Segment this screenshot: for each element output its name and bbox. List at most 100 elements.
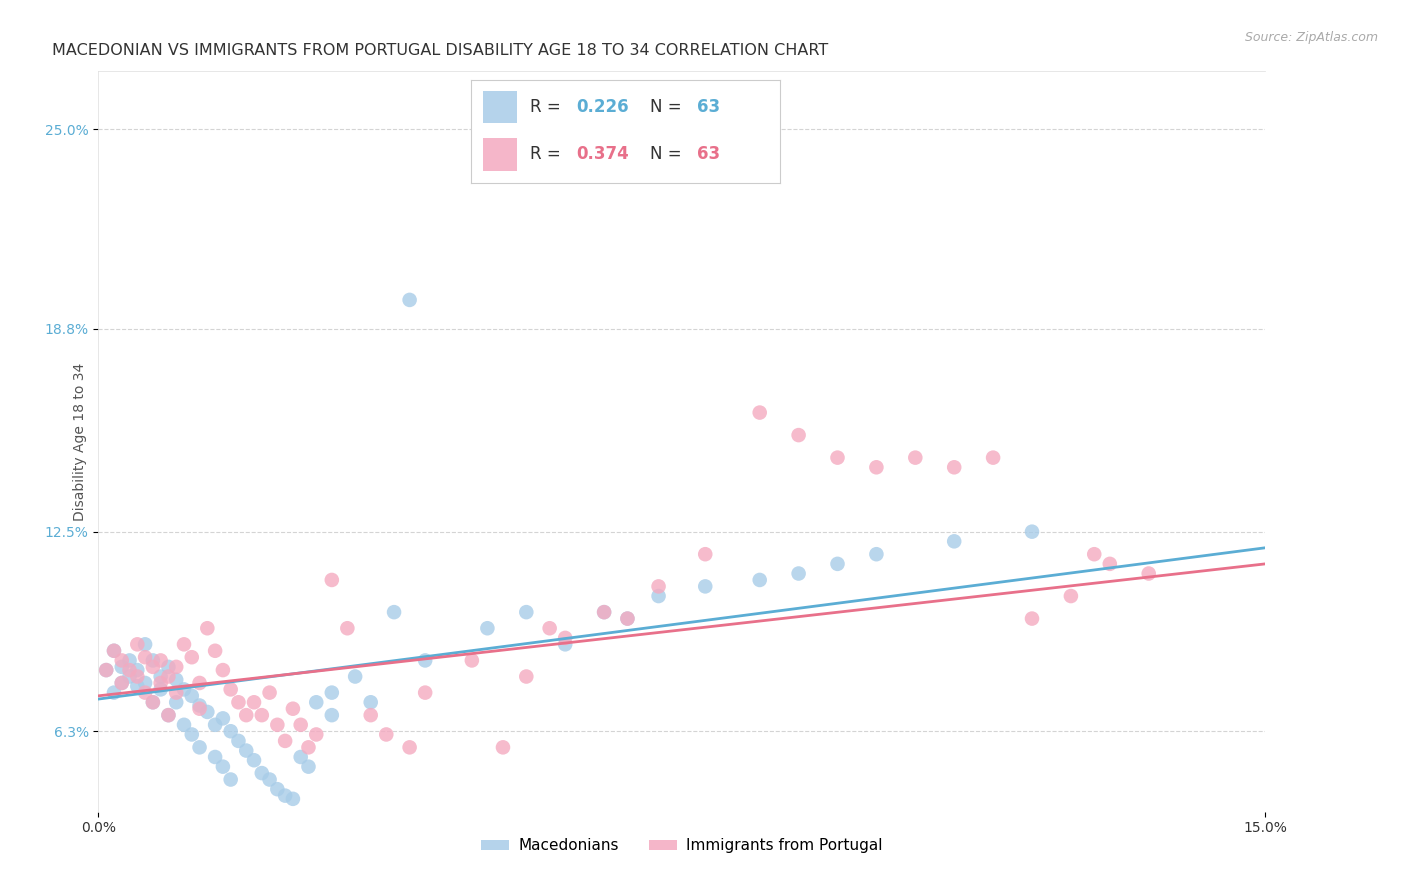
Point bbox=[647, 589, 669, 603]
Point bbox=[219, 724, 242, 739]
Point bbox=[103, 644, 125, 658]
Point bbox=[321, 708, 343, 723]
Point bbox=[118, 669, 141, 683]
Point bbox=[865, 547, 887, 561]
Point bbox=[274, 789, 297, 803]
Point bbox=[360, 695, 382, 709]
Point bbox=[134, 637, 156, 651]
Point bbox=[195, 621, 218, 635]
Point bbox=[118, 653, 141, 667]
Point bbox=[787, 428, 810, 442]
Point bbox=[173, 637, 195, 651]
Point bbox=[281, 792, 304, 806]
Point bbox=[134, 685, 156, 699]
Point bbox=[827, 557, 849, 571]
Point bbox=[165, 695, 187, 709]
Point bbox=[981, 450, 1004, 465]
Text: R =: R = bbox=[530, 145, 565, 163]
Point bbox=[827, 450, 849, 465]
Point bbox=[554, 637, 576, 651]
Point bbox=[165, 673, 187, 687]
Point bbox=[173, 682, 195, 697]
Point bbox=[787, 566, 810, 581]
Point bbox=[212, 759, 235, 773]
Point bbox=[127, 669, 149, 683]
Point bbox=[96, 663, 118, 677]
Point bbox=[180, 650, 202, 665]
Point bbox=[748, 406, 770, 420]
Point bbox=[647, 579, 669, 593]
Point bbox=[157, 660, 180, 674]
Point bbox=[173, 718, 195, 732]
Point bbox=[180, 689, 202, 703]
Point bbox=[219, 682, 242, 697]
Point bbox=[127, 679, 149, 693]
Point bbox=[134, 676, 156, 690]
Point bbox=[228, 695, 250, 709]
Point bbox=[290, 750, 312, 764]
Point bbox=[398, 740, 420, 755]
Point bbox=[127, 637, 149, 651]
Point bbox=[321, 573, 343, 587]
Point bbox=[96, 663, 118, 677]
Point bbox=[212, 663, 235, 677]
Point bbox=[111, 653, 134, 667]
Point bbox=[336, 621, 359, 635]
Point bbox=[461, 653, 484, 667]
Point bbox=[204, 718, 226, 732]
Y-axis label: Disability Age 18 to 34: Disability Age 18 to 34 bbox=[73, 362, 87, 521]
Point bbox=[127, 663, 149, 677]
Text: 0.226: 0.226 bbox=[576, 98, 628, 116]
Point bbox=[538, 621, 561, 635]
Point bbox=[593, 605, 616, 619]
Point bbox=[142, 653, 165, 667]
Point bbox=[188, 702, 211, 716]
Point bbox=[375, 727, 398, 741]
Point bbox=[943, 534, 966, 549]
Point bbox=[149, 653, 172, 667]
Text: N =: N = bbox=[651, 98, 688, 116]
Point bbox=[259, 772, 281, 787]
Point bbox=[748, 573, 770, 587]
Point bbox=[382, 605, 405, 619]
Point bbox=[344, 669, 367, 683]
Point bbox=[157, 669, 180, 683]
Point bbox=[250, 708, 273, 723]
Point bbox=[259, 685, 281, 699]
Point bbox=[321, 685, 343, 699]
Point bbox=[274, 734, 297, 748]
Point bbox=[204, 750, 226, 764]
Point bbox=[142, 660, 165, 674]
Point bbox=[165, 660, 187, 674]
Text: 0.374: 0.374 bbox=[576, 145, 628, 163]
Point bbox=[1083, 547, 1105, 561]
Point bbox=[865, 460, 887, 475]
Point bbox=[360, 708, 382, 723]
Point bbox=[235, 708, 257, 723]
Point bbox=[290, 718, 312, 732]
Point bbox=[1098, 557, 1121, 571]
Point bbox=[250, 766, 273, 780]
Point bbox=[515, 605, 537, 619]
Point bbox=[235, 743, 257, 757]
Point bbox=[188, 698, 211, 713]
Point bbox=[1021, 611, 1043, 625]
Point bbox=[1137, 566, 1160, 581]
Point bbox=[134, 650, 156, 665]
Point bbox=[695, 579, 717, 593]
Point bbox=[180, 727, 202, 741]
Legend: Macedonians, Immigrants from Portugal: Macedonians, Immigrants from Portugal bbox=[475, 832, 889, 860]
Point bbox=[398, 293, 420, 307]
Point bbox=[103, 685, 125, 699]
Point bbox=[157, 708, 180, 723]
Point bbox=[616, 611, 638, 625]
Text: N =: N = bbox=[651, 145, 688, 163]
Point bbox=[413, 653, 436, 667]
Text: 63: 63 bbox=[697, 98, 720, 116]
Point bbox=[297, 740, 319, 755]
Point bbox=[305, 727, 328, 741]
Point bbox=[228, 734, 250, 748]
Point bbox=[477, 621, 499, 635]
Point bbox=[157, 708, 180, 723]
Point bbox=[281, 702, 304, 716]
